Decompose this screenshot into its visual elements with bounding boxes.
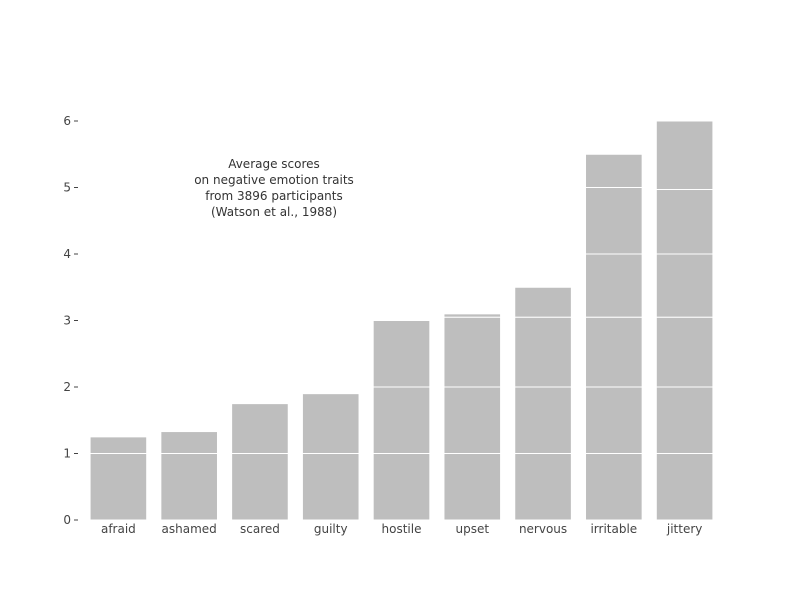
bar-upset xyxy=(443,313,502,521)
bars-group xyxy=(89,120,714,521)
x-tick-label: nervous xyxy=(519,522,567,536)
annotation-line: from 3896 participants xyxy=(205,189,343,203)
bar-guilty xyxy=(301,393,360,521)
bar-segment xyxy=(443,316,502,388)
x-tick-label: afraid xyxy=(101,522,136,536)
bar-segment xyxy=(443,313,502,318)
x-tick-label: upset xyxy=(455,522,489,536)
x-tick-label: guilty xyxy=(314,522,348,536)
bar-segment xyxy=(585,153,643,188)
bar-segment xyxy=(372,320,431,388)
bar-segment xyxy=(514,286,572,318)
bar-segment xyxy=(89,436,148,454)
bar-segment xyxy=(160,453,218,521)
x-tick-label: jittery xyxy=(666,522,703,536)
x-tick-label: hostile xyxy=(382,522,422,536)
bar-segment xyxy=(231,453,289,521)
bar-segment xyxy=(514,453,572,521)
bar-hostile xyxy=(372,320,431,521)
bar-jittery xyxy=(655,120,714,521)
bar-segment xyxy=(655,453,714,521)
bar-segment xyxy=(585,253,643,318)
bar-segment xyxy=(160,431,218,454)
bar-segment xyxy=(443,453,502,521)
bar-segment xyxy=(655,188,714,255)
bar-segment xyxy=(231,403,289,454)
x-tick-label: ashamed xyxy=(162,522,217,536)
bar-segment xyxy=(89,453,148,521)
y-tick-label: 1 xyxy=(63,447,71,461)
annotation-line: on negative emotion traits xyxy=(194,173,354,187)
x-tick-label: irritable xyxy=(590,522,637,536)
bar-irritable xyxy=(585,153,643,521)
bar-segment xyxy=(585,316,643,388)
x-tick-label: scared xyxy=(240,522,280,536)
annotation-line: (Watson et al., 1988) xyxy=(211,205,337,219)
bar-segment xyxy=(655,316,714,388)
bar-segment xyxy=(655,386,714,454)
bar-segment xyxy=(585,453,643,521)
y-tick-label: 5 xyxy=(63,181,71,195)
bar-segment xyxy=(372,453,431,521)
bar-segment xyxy=(655,253,714,318)
bar-afraid xyxy=(89,436,148,521)
bar-segment xyxy=(655,120,714,190)
bar-segment xyxy=(585,187,643,255)
y-tick-label: 4 xyxy=(63,247,71,261)
bar-nervous xyxy=(514,286,572,521)
y-tick-label: 0 xyxy=(63,513,71,527)
y-axis: 0 1 2 3 4 5 6 xyxy=(63,114,78,527)
bar-segment xyxy=(301,453,360,521)
annotation-line: Average scores xyxy=(228,157,320,171)
y-tick-label: 2 xyxy=(63,380,71,394)
chart-annotation: Average scores on negative emotion traits… xyxy=(194,157,354,219)
y-tick-label: 3 xyxy=(63,314,71,328)
y-tick-label: 6 xyxy=(63,114,71,128)
bar-scared xyxy=(231,403,289,521)
bar-segment xyxy=(585,386,643,454)
bar-segment xyxy=(372,386,431,454)
bar-ashamed xyxy=(160,431,218,521)
bar-segment xyxy=(514,316,572,388)
x-axis: afraid ashamed scared guilty hostile upset ner… xyxy=(101,522,702,536)
bar-segment xyxy=(514,386,572,454)
bar-segment xyxy=(301,393,360,454)
bar-segment xyxy=(443,386,502,454)
